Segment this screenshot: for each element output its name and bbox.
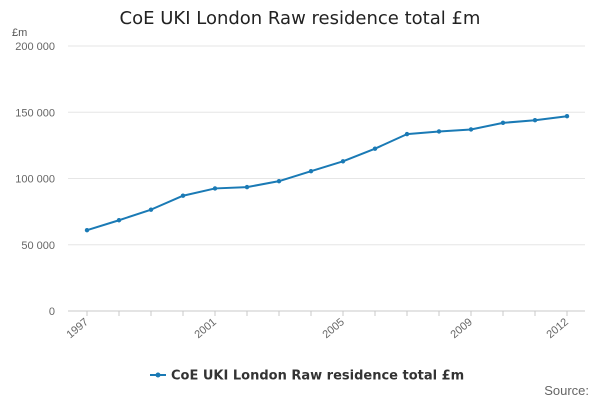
x-axis-ticks: 1997 2001 2005 2009 2012 [64, 316, 570, 341]
y-tick-label: 0 [49, 306, 55, 318]
data-point[interactable] [244, 184, 250, 190]
data-point[interactable] [436, 129, 442, 134]
data-point[interactable] [84, 227, 90, 233]
y-tick-label: 200 000 [15, 41, 55, 53]
series-layer [84, 114, 570, 233]
data-point[interactable] [340, 159, 346, 164]
y-tick-label: 50 000 [21, 240, 55, 252]
data-point[interactable] [468, 127, 474, 132]
axes [68, 310, 585, 316]
x-tick-label: 2005 [320, 316, 346, 341]
series-line [86, 115, 568, 232]
x-tick-label: 2009 [448, 316, 474, 341]
data-point[interactable] [372, 146, 378, 151]
gridlines [68, 45, 585, 246]
y-tick-label: 150 000 [15, 107, 55, 119]
data-point[interactable] [532, 118, 538, 123]
y-tick-label: 100 000 [15, 174, 55, 186]
data-point[interactable] [404, 131, 410, 137]
data-point[interactable] [212, 186, 218, 191]
data-point[interactable] [276, 178, 282, 184]
legend-swatch-dot [155, 372, 161, 378]
data-point[interactable] [308, 169, 314, 174]
data-point[interactable] [148, 207, 154, 212]
data-point[interactable] [564, 114, 570, 119]
x-tick-label: 2001 [192, 316, 218, 341]
legend[interactable]: CoE UKI London Raw residence total £m [150, 369, 464, 384]
data-point[interactable] [180, 193, 186, 198]
chart-title: CoE UKI London Raw residence total £m [120, 8, 481, 29]
x-tick-label: 1997 [64, 316, 90, 341]
y-axis-unit-label: £m [12, 27, 27, 39]
data-point[interactable] [500, 120, 506, 126]
data-point[interactable] [116, 218, 122, 223]
source-label: Source: [544, 383, 589, 398]
y-axis-ticks: 0 50 000 100 000 150 000 200 000 [15, 41, 55, 318]
x-tick-label: 2012 [544, 316, 570, 341]
legend-label[interactable]: CoE UKI London Raw residence total £m [171, 369, 464, 384]
